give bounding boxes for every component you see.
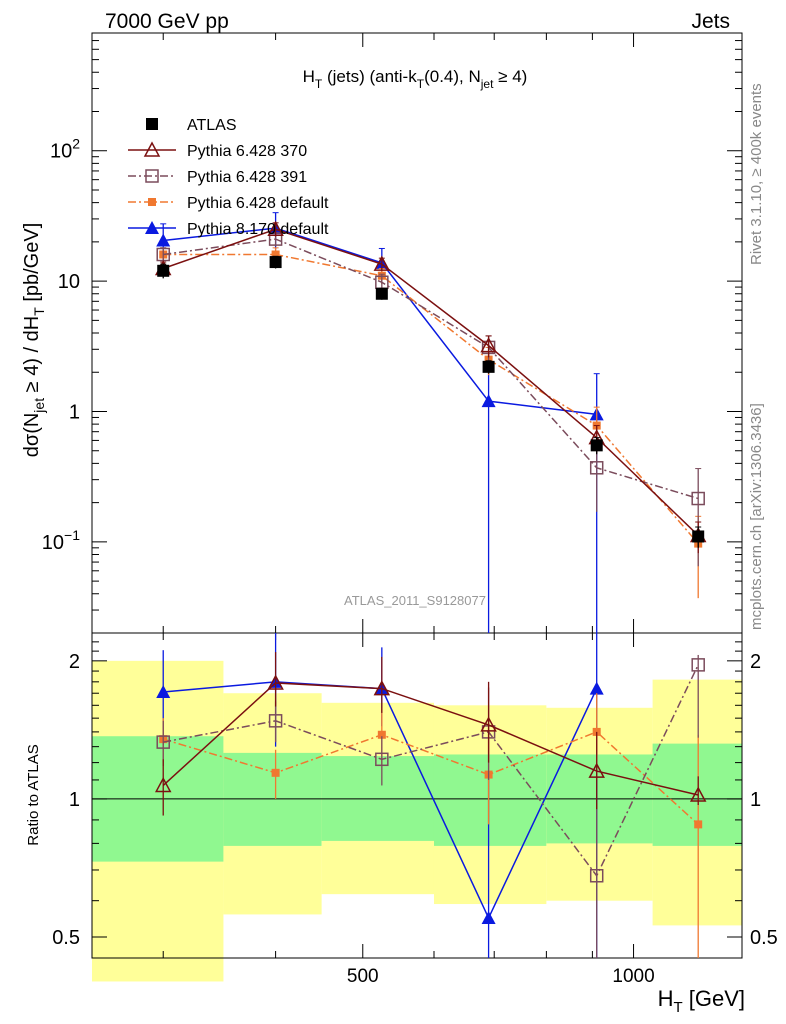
ratio-point [268,714,283,728]
ratio-point [694,820,703,829]
y-tick-label: 1 [69,401,80,423]
ratio-point [481,911,496,925]
legend-label: Pythia 6.428 default [187,195,329,212]
ratio-point [156,735,170,749]
x-axis-label: HT [GeV] [658,986,745,1016]
axis-ticks: 500 1000 10−1 1 10 102 0.5 0.5 1 1 2 2 [42,32,778,987]
ratio-tick-label: 2 [69,651,80,673]
header-right: Jets [691,10,730,33]
ratio-panel-data [154,633,707,958]
data-point [692,530,705,543]
mcplots-label: mcplots.cern.ch [arXiv:1306.3436] [748,403,765,630]
data-point [480,337,497,353]
ratio-point [480,716,497,732]
legend-marker [145,221,159,234]
ratio-tick-label: 1 [69,789,80,811]
main-panel-data [154,212,707,633]
legend-entry: Pythia 6.428 default [128,195,329,212]
ratio-tick-label: 0.5 [52,927,80,949]
legend-marker [148,198,156,206]
series-line [163,238,699,500]
legend-label: Pythia 6.428 370 [187,143,307,160]
x-tick-label: 500 [347,966,379,987]
x-tick-label: 1000 [612,966,654,987]
data-point [590,439,603,452]
legend-marker [143,141,161,157]
ratio-point [691,658,705,672]
chart-title: HT (jets) (anti-kT(0.4), Njet ≥ 4) [303,67,528,91]
data-point [156,233,171,247]
legend-entry: Pythia 6.428 370 [128,141,307,160]
ratio-point [267,674,284,690]
data-point [691,491,705,506]
legend-entry: Pythia 6.428 391 [128,169,307,186]
ratio-uncertainty-bands [92,660,742,982]
series-line [163,253,699,545]
y-tick-label: 10 [58,271,80,293]
analysis-id: ATLAS_2011_S9128077 [344,593,486,608]
series-3 [159,247,703,599]
ratio-frame [91,632,743,959]
data-point [482,360,495,373]
y-tick-label: 10−1 [42,527,80,554]
rivet-label: Rivet 3.1.10, ≥ 400k events [748,83,765,265]
y-tick-label: 102 [50,136,80,163]
legend-marker [145,169,159,183]
legend-label: Pythia 8.170 default [187,221,329,238]
series-1 [154,220,707,554]
ratio-point [589,869,604,883]
ratio-line [162,682,699,796]
data-point [589,461,604,475]
ratio-point [271,768,280,777]
ratio-point [377,730,386,739]
ratio-tick-label-right: 0.5 [750,927,778,949]
ratio-point [589,681,604,695]
series-2 [156,232,705,567]
ratio-point [373,680,391,696]
legend: ATLAS Pythia 6.428 370 Pythia 6.428 391 Pyt… [128,117,329,238]
data-point [269,256,282,269]
legend-marker [146,118,158,130]
series-line [162,228,699,536]
data-point [375,287,388,300]
y-axis-label: dσ(Njet ≥ 4) / dHT [pb/GeV] [21,223,47,458]
ratio-line [163,731,699,825]
band-green-bin [433,754,547,846]
legend-label: Pythia 6.428 391 [187,169,307,186]
ratio-point [154,776,172,793]
header-left: 7000 GeV pp [105,10,229,33]
ratio-tick-label-right: 2 [750,651,761,673]
ratio-point [156,685,171,699]
ratio-point [689,786,707,802]
legend-entry: Pythia 8.170 default [128,221,329,238]
ratio-point [375,752,389,767]
data-point [373,255,391,271]
ratio-line [163,664,699,878]
data-point [267,220,284,236]
ratio-axis-label: Ratio to ATLAS [25,744,42,845]
axis-labels: HT (jets) (anti-kT(0.4), Njet ≥ 4) HT [Ge… [21,67,745,1016]
data-point [481,394,496,408]
ratio-series-0 [154,652,707,816]
legend-entry: ATLAS [146,117,237,134]
legend-label: ATLAS [187,117,237,134]
ratio-point [588,762,605,778]
data-point [271,250,280,259]
data-point [157,264,170,277]
ratio-tick-label-right: 1 [750,789,761,811]
series-0 [157,255,705,548]
